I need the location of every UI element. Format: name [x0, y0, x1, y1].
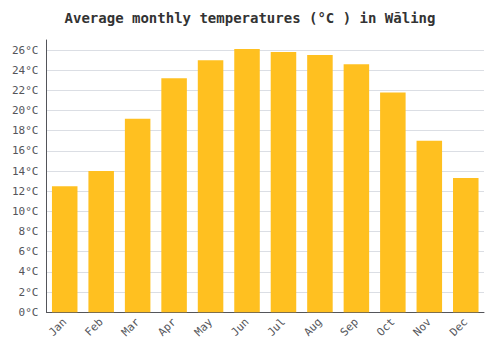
svg-text:Aug: Aug [301, 316, 324, 339]
svg-text:Jun: Jun [228, 316, 251, 339]
svg-text:12°C: 12°C [12, 185, 39, 198]
svg-text:24°C: 24°C [12, 64, 39, 77]
svg-text:16°C: 16°C [12, 144, 39, 157]
svg-text:Feb: Feb [83, 316, 106, 339]
svg-text:6°C: 6°C [19, 245, 39, 258]
svg-text:26°C: 26°C [12, 44, 39, 57]
svg-text:Jul: Jul [265, 316, 288, 339]
svg-text:Dec: Dec [447, 316, 470, 339]
svg-text:Oct: Oct [374, 316, 397, 339]
svg-text:18°C: 18°C [12, 124, 39, 137]
svg-text:10°C: 10°C [12, 205, 39, 218]
svg-text:Jan: Jan [46, 316, 69, 339]
svg-text:0°C: 0°C [19, 306, 39, 319]
svg-text:4°C: 4°C [19, 265, 39, 278]
svg-text:Mar: Mar [119, 315, 142, 338]
svg-text:22°C: 22°C [12, 84, 39, 97]
svg-text:Nov: Nov [411, 315, 434, 338]
svg-text:2°C: 2°C [19, 286, 39, 299]
svg-text:Average monthly temperatures (: Average monthly temperatures (°C ) in Wā… [65, 10, 436, 26]
svg-text:8°C: 8°C [19, 225, 39, 238]
svg-text:14°C: 14°C [12, 165, 39, 178]
svg-text:May: May [192, 315, 215, 338]
svg-text:Apr: Apr [155, 315, 178, 338]
svg-text:20°C: 20°C [12, 104, 39, 117]
svg-text:Sep: Sep [338, 316, 361, 339]
